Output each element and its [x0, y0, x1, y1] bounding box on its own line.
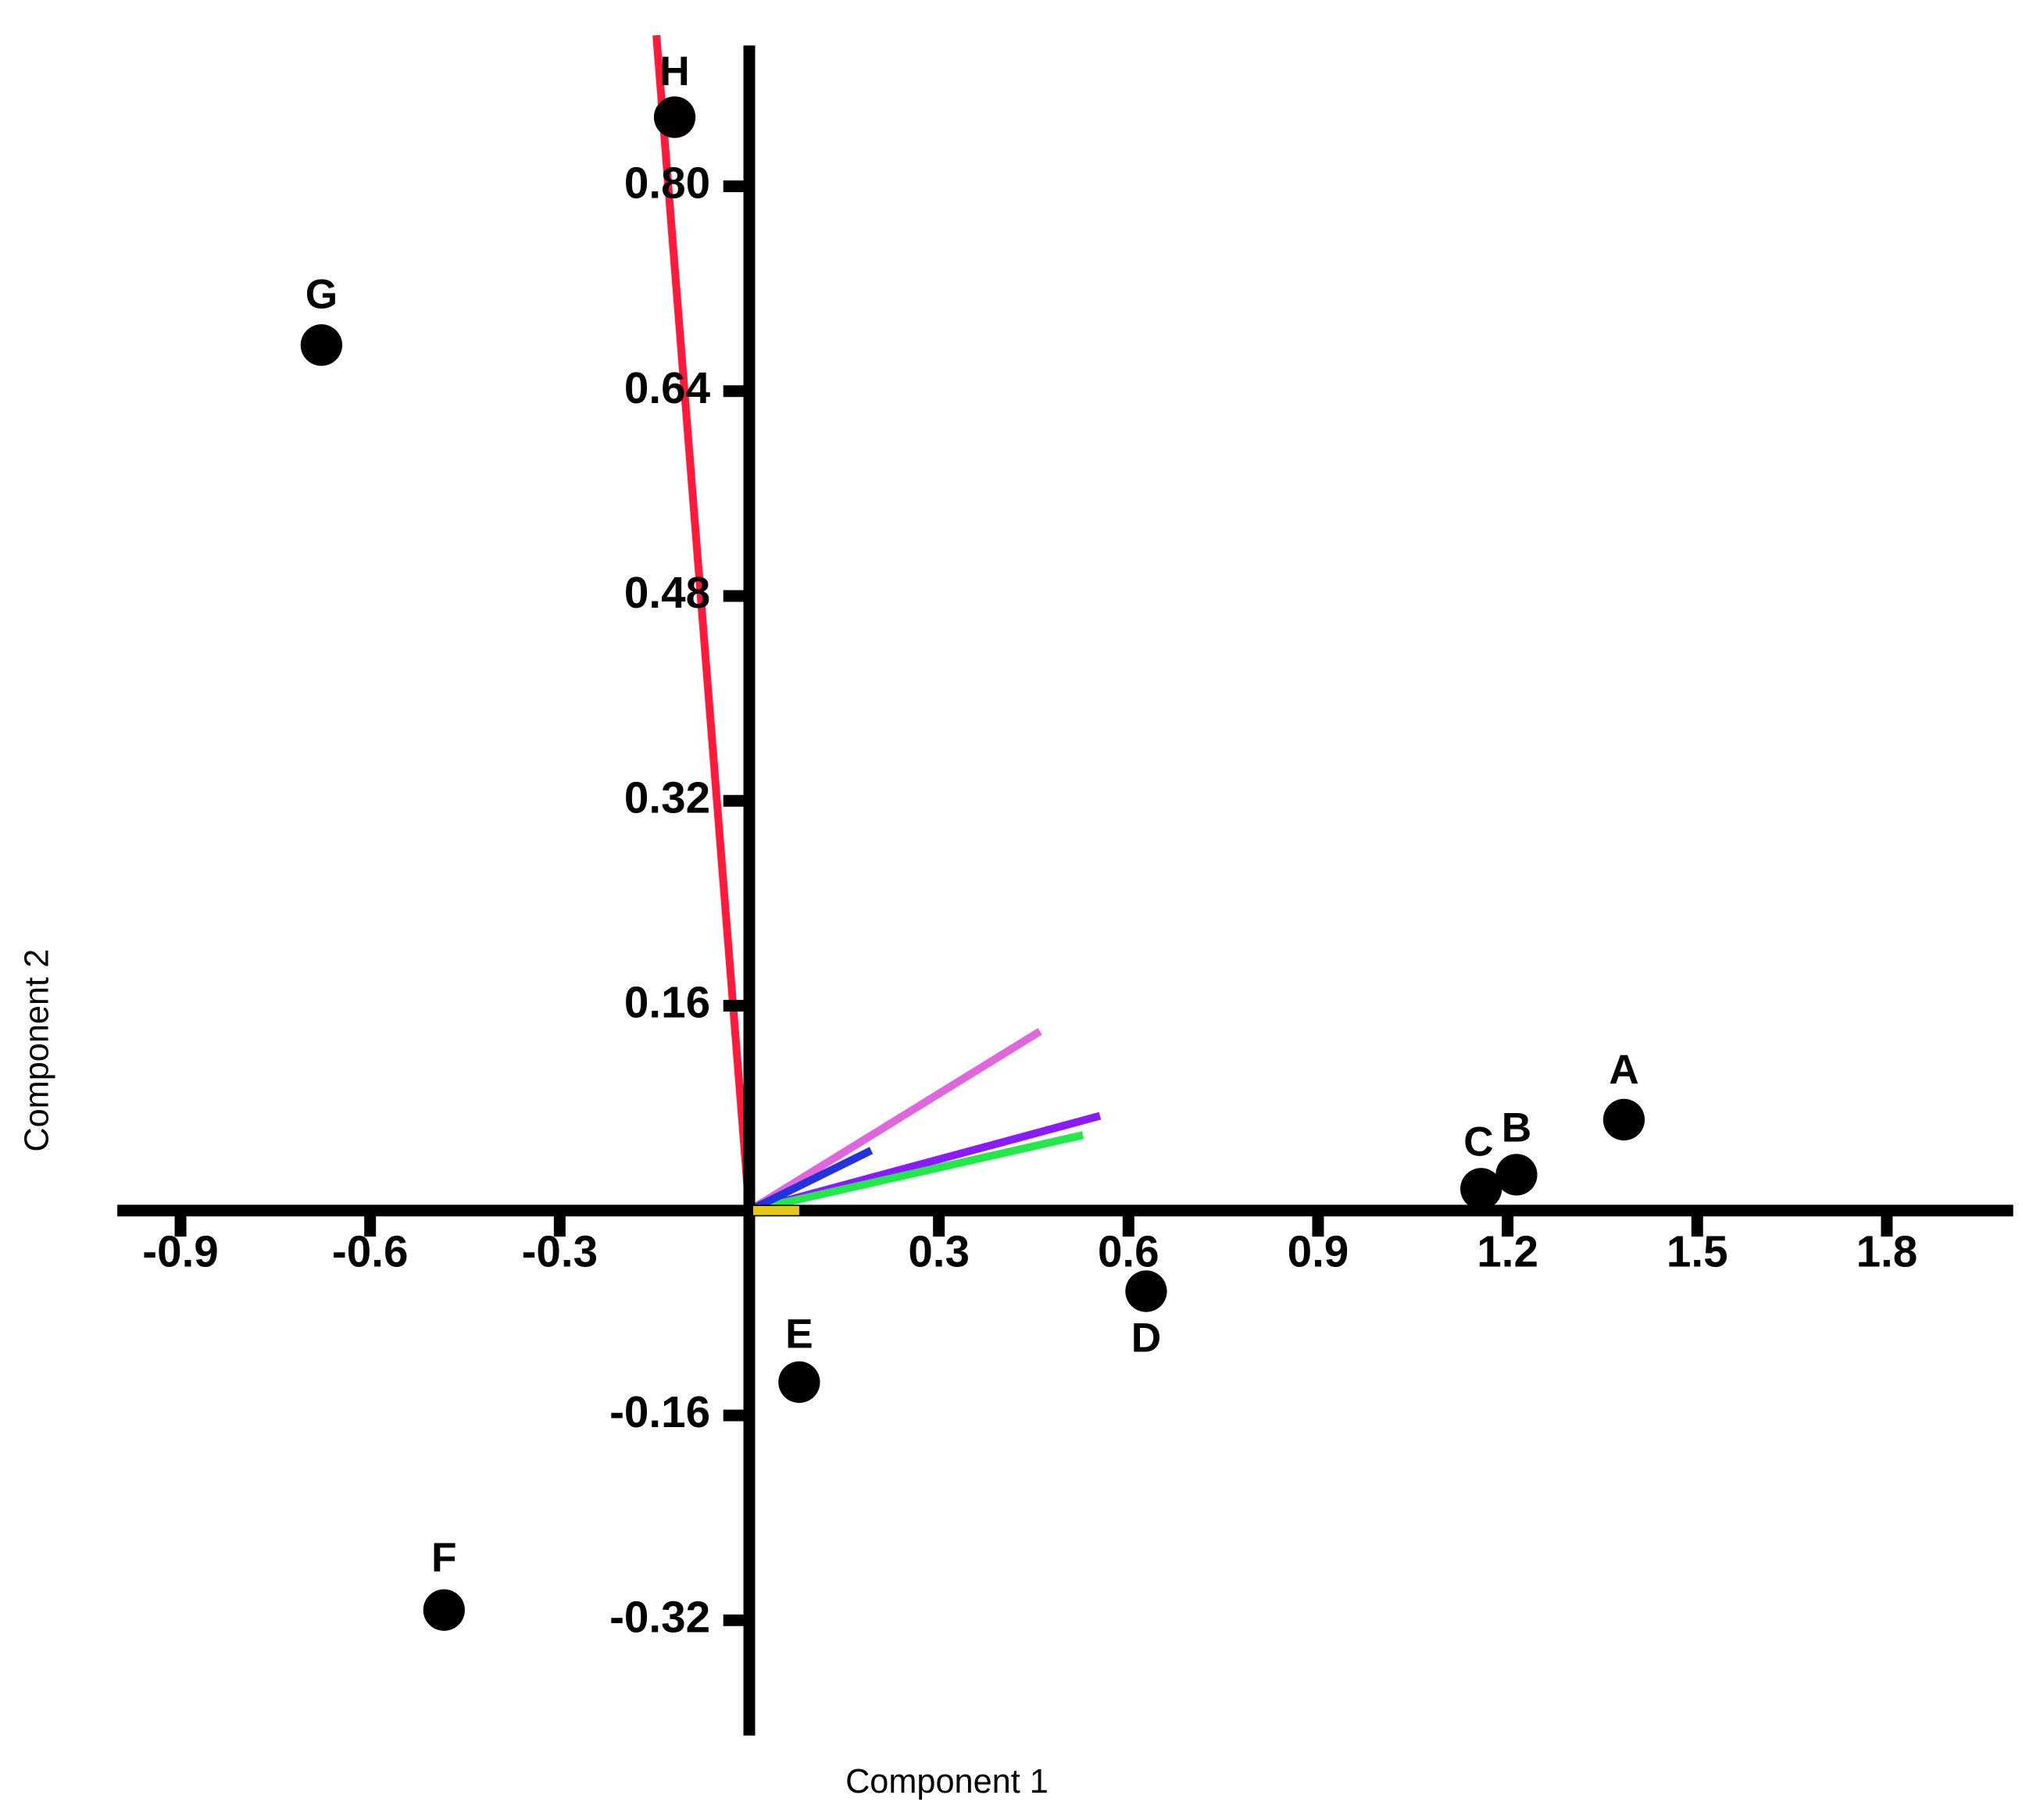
y-tick-label: 0.16: [624, 978, 710, 1027]
x-tick-label: -0.6: [332, 1226, 409, 1276]
y-tick-label: 0.80: [624, 159, 710, 208]
y-tick-label: 0.48: [624, 568, 710, 617]
x-tick-label: 0.6: [1098, 1226, 1159, 1276]
point: [1602, 1098, 1645, 1141]
point: [1495, 1154, 1538, 1196]
x-tick-label: 0.9: [1288, 1226, 1349, 1276]
point-label: A: [1609, 1047, 1638, 1094]
x-tick-label: 0.3: [908, 1226, 970, 1276]
point: [300, 324, 343, 366]
point: [1460, 1168, 1502, 1210]
x-axis-title: Component 1: [845, 1763, 1049, 1800]
x-tick-label: 1.2: [1477, 1226, 1538, 1276]
y-axis-title: Component 2: [19, 949, 56, 1152]
point: [423, 1589, 465, 1631]
loading-vector: [748, 1131, 1084, 1215]
point-label: C: [1463, 1119, 1493, 1165]
point-label: G: [305, 271, 338, 317]
y-tick-label: 0.32: [624, 773, 710, 822]
point-label: H: [659, 48, 689, 95]
x-tick-label: 1.8: [1856, 1226, 1918, 1276]
loading-vector: [747, 1147, 874, 1215]
loading-vector: [747, 1028, 1042, 1215]
y-tick-label: -0.16: [609, 1387, 710, 1436]
x-tick-label: -0.9: [142, 1226, 219, 1276]
point-label: B: [1502, 1104, 1531, 1151]
loading-vector: [652, 34, 753, 1212]
y-tick-label: 0.64: [624, 363, 711, 412]
point: [653, 96, 696, 138]
x-tick-label: 1.5: [1667, 1226, 1728, 1276]
point-label: D: [1131, 1315, 1161, 1361]
y-tick-label: -0.32: [609, 1592, 710, 1641]
x-tick-label: -0.3: [522, 1226, 598, 1276]
point: [1125, 1270, 1167, 1312]
point-label: F: [431, 1535, 457, 1581]
point: [778, 1361, 820, 1404]
point-label: E: [785, 1311, 813, 1357]
